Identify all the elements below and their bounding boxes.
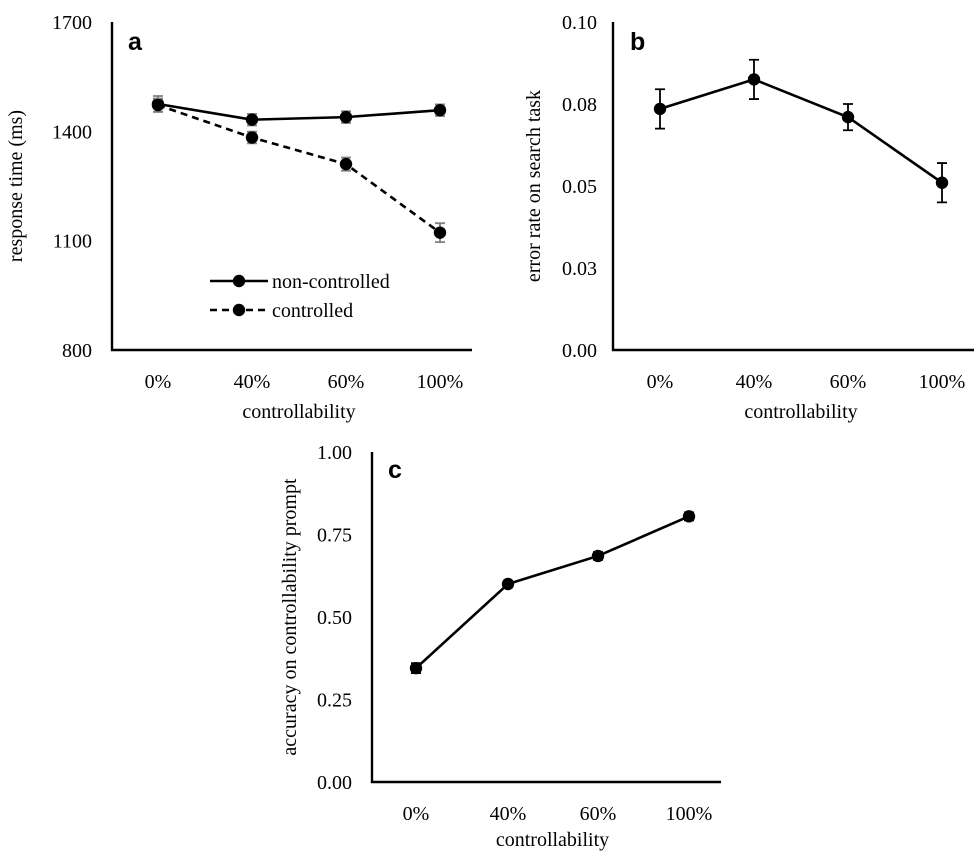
data-point (935, 176, 949, 189)
y-axis-title: accuracy on controllability prompt (279, 478, 301, 756)
y-tick-label: 0.10 (562, 12, 597, 34)
x-axis-title: controllability (242, 401, 355, 423)
y-tick-label: 0.25 (317, 690, 352, 712)
series-line (415, 515, 690, 670)
legend-marker (232, 274, 246, 288)
y-tick-label: 1.00 (317, 442, 352, 464)
x-tick-label: 100% (417, 371, 464, 393)
legend: non-controlled controlled (210, 271, 390, 322)
x-tick-label: 60% (328, 371, 365, 393)
y-tick-label: 0.05 (562, 176, 597, 198)
x-tick-label: 0% (403, 803, 430, 825)
panel-c: 0.00 0.25 0.50 0.75 1.00 0% 40% 60% 100% controll… (279, 442, 721, 851)
axis-lines (611, 22, 974, 352)
series-controlled (151, 97, 447, 244)
x-axis-title: controllability (496, 829, 609, 851)
series-1 (409, 510, 696, 675)
data-point (433, 103, 447, 117)
legend-label: non-controlled (272, 271, 390, 293)
legend-label: controlled (272, 300, 353, 322)
series-line (659, 78, 943, 184)
panel-b: 0.00 0.03 0.05 0.08 0.10 0% 40% 60% 100% controll… (523, 12, 974, 423)
panel-letter: c (388, 456, 402, 484)
data-point (433, 226, 447, 239)
x-tick-label: 40% (490, 803, 527, 825)
panel-a: 800 1100 1400 1700 0% 40% 60% 100% controllabili… (5, 12, 472, 423)
x-tick-label: 60% (580, 803, 617, 825)
series-non-controlled (151, 95, 447, 127)
data-point (151, 98, 165, 112)
data-point (653, 102, 667, 116)
data-point (501, 577, 515, 591)
data-point (747, 73, 761, 86)
y-tick-label: 1700 (52, 12, 92, 34)
y-tick-label: 0.75 (317, 525, 352, 547)
panel-letter: a (128, 28, 143, 56)
y-tick-label: 0.08 (562, 94, 597, 116)
panel-letter: b (630, 28, 645, 56)
legend-marker (232, 303, 246, 317)
axis-lines (110, 22, 472, 352)
x-tick-label: 60% (830, 371, 867, 393)
x-axis-title: controllability (744, 401, 857, 423)
data-point (245, 113, 259, 126)
y-tick-label: 0.00 (562, 340, 597, 362)
x-tick-label: 100% (919, 371, 966, 393)
x-tick-label: 0% (145, 371, 172, 393)
x-tick-label: 40% (736, 371, 773, 393)
data-point (591, 549, 605, 563)
y-tick-label: 1100 (53, 231, 92, 253)
x-tick-label: 0% (647, 371, 674, 393)
y-tick-label: 0.50 (317, 607, 352, 629)
y-axis-title: response time (ms) (5, 110, 27, 262)
data-point (682, 510, 696, 523)
axis-lines (370, 452, 721, 784)
y-tick-label: 0.03 (562, 258, 597, 280)
y-axis-title: error rate on search task (523, 90, 545, 282)
x-tick-label: 100% (666, 803, 713, 825)
series-line (157, 103, 441, 234)
series-line (157, 102, 441, 121)
y-tick-label: 0.00 (317, 772, 352, 794)
y-tick-label: 800 (62, 340, 92, 362)
data-point (245, 131, 259, 144)
series-1 (653, 58, 949, 204)
x-tick-label: 40% (234, 371, 271, 393)
data-point (339, 110, 353, 124)
data-point (841, 110, 855, 124)
data-point (409, 661, 423, 675)
data-point (339, 157, 353, 171)
y-tick-label: 1400 (52, 121, 92, 143)
